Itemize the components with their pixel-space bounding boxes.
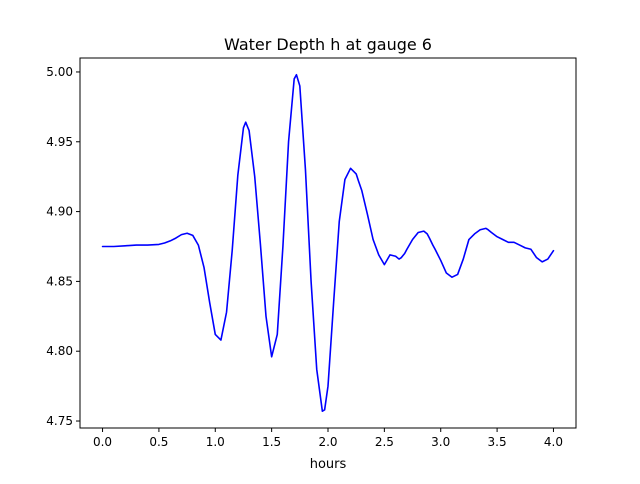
x-tick-label: 4.0: [544, 435, 563, 449]
y-axis: 4.75 4.80 4.85 4.90 4.95 5.00: [46, 65, 80, 428]
plot-area: [101, 73, 555, 413]
x-axis: 0.0 0.5 1.0 1.5 2.0 2.5 3.0 3.5 4.0: [93, 428, 563, 449]
x-tick-label: 3.5: [488, 435, 507, 449]
x-tick-label: 1.5: [262, 435, 281, 449]
y-tick-label: 5.00: [46, 65, 73, 79]
x-tick-label: 2.5: [375, 435, 394, 449]
x-tick-label: 3.0: [431, 435, 450, 449]
y-tick-label: 4.85: [46, 274, 73, 288]
y-tick-label: 4.75: [46, 414, 73, 428]
chart-title: Water Depth h at gauge 6: [224, 35, 432, 54]
x-tick-label: 0.0: [93, 435, 112, 449]
series-line-0: [101, 73, 555, 413]
x-tick-label: 2.0: [318, 435, 337, 449]
x-axis-label: hours: [310, 457, 347, 472]
y-tick-label: 4.80: [46, 344, 73, 358]
x-tick-label: 0.5: [149, 435, 168, 449]
y-tick-label: 4.90: [46, 205, 73, 219]
y-tick-label: 4.95: [46, 135, 73, 149]
x-tick-label: 1.0: [206, 435, 225, 449]
